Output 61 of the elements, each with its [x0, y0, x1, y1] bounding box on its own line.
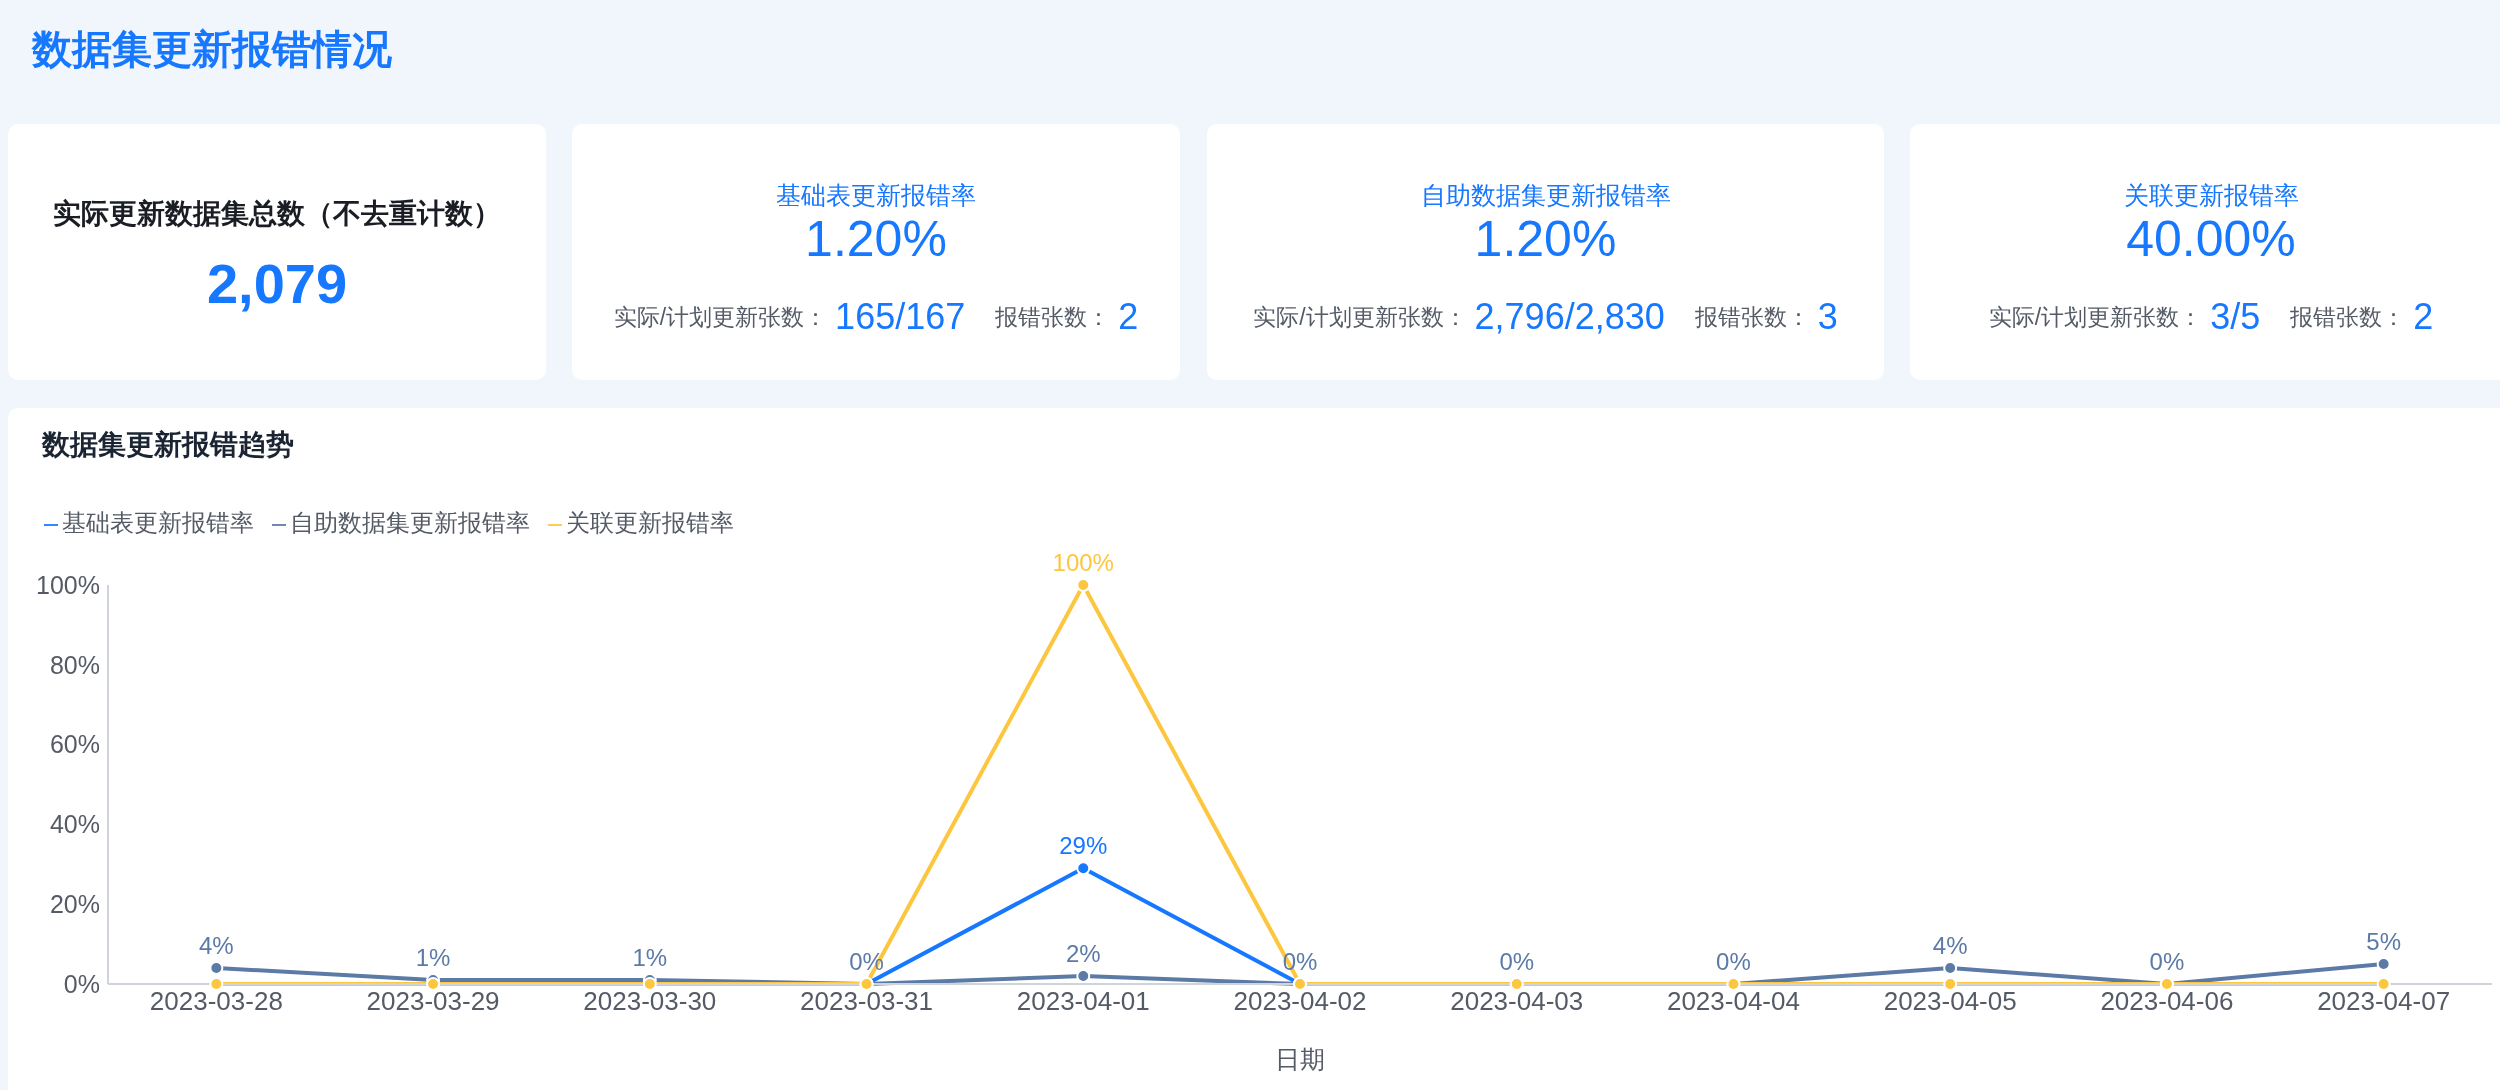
point	[642, 977, 657, 991]
data-label: 2%	[1065, 940, 1101, 968]
text: 1.20%	[1474, 211, 1617, 267]
data-label: 0%	[2149, 948, 2185, 975]
text: 实际/计划更新张数：	[1253, 303, 1467, 330]
data-label: 0%	[1716, 948, 1751, 975]
text: 40.00%	[2126, 211, 2296, 267]
x-tick-label: 2023-04-02	[1233, 986, 1367, 1017]
x-tick-label: 2023-03-31	[800, 986, 934, 1017]
data-label: 4%	[199, 932, 234, 960]
y-tick-label: 60%	[49, 730, 100, 759]
text: 实际/计划更新张数：	[1988, 303, 2203, 330]
x-tick-label: 2023-03-30	[583, 986, 717, 1017]
text: 实际更新数据集总数（不去重计数）	[53, 198, 501, 229]
text: 实际/计划更新张数：	[613, 303, 828, 330]
x-tick-label: 2023-04-04	[1666, 986, 1800, 1017]
point	[209, 977, 224, 991]
text: 2,796/2,830	[1474, 296, 1665, 337]
legend-label: 自助数据集更新报错率	[290, 509, 530, 536]
data-label: 29%	[1059, 832, 1108, 860]
data-label: 4%	[1932, 932, 1968, 960]
y-tick-label: 0%	[63, 969, 100, 998]
text: 2,079	[206, 252, 348, 315]
text: 自助数据集更新报错率	[1420, 181, 1671, 209]
data-label: 0%	[1499, 948, 1535, 975]
x-axis-title: 日期	[1275, 1045, 1325, 1073]
x-tick-label: 2023-04-06	[2100, 986, 2234, 1017]
x-tick-label: 2023-03-29	[366, 986, 500, 1017]
legend-label: 关联更新报错率	[566, 509, 734, 536]
point	[1076, 578, 1091, 592]
y-tick-label: 20%	[49, 890, 100, 919]
x-tick-label: 2023-03-28	[149, 986, 283, 1017]
point	[1943, 977, 1958, 991]
text: 2	[2413, 296, 2434, 337]
data-label: 1%	[415, 944, 451, 972]
text: 基础表更新报错率	[776, 181, 976, 209]
text: 165/167	[835, 296, 966, 337]
x-tick-label: 2023-04-01	[1016, 986, 1150, 1017]
y-tick-label: 40%	[49, 810, 100, 839]
text: 3/5	[2210, 296, 2261, 337]
data-label: 5%	[2366, 928, 2401, 956]
text: 1.20%	[805, 211, 947, 267]
text: 数据集更新报错情况	[32, 27, 392, 71]
point	[2376, 977, 2391, 991]
text: 2	[1118, 296, 1139, 337]
text: 关联更新报错率	[2123, 181, 2299, 209]
point	[1076, 861, 1091, 876]
y-tick-label: 80%	[49, 650, 100, 679]
text: 报错张数：	[2290, 303, 2406, 330]
y-tick-label: 100%	[36, 570, 100, 599]
text: 报错张数：	[1694, 303, 1810, 330]
data-label: 100%	[1052, 549, 1114, 576]
legend-label: 基础表更新报错率	[62, 509, 254, 536]
x-tick-label: 2023-04-03	[1450, 986, 1584, 1017]
data-label: 1%	[632, 944, 668, 972]
point	[426, 977, 441, 991]
chart-title: 数据集更新报错趋势	[42, 429, 294, 460]
x-tick-label: 2023-04-07	[2317, 986, 2451, 1017]
text: 3	[1817, 296, 1838, 337]
x-tick-label: 2023-04-05	[1883, 986, 2017, 1017]
text: 报错张数：	[995, 303, 1111, 330]
